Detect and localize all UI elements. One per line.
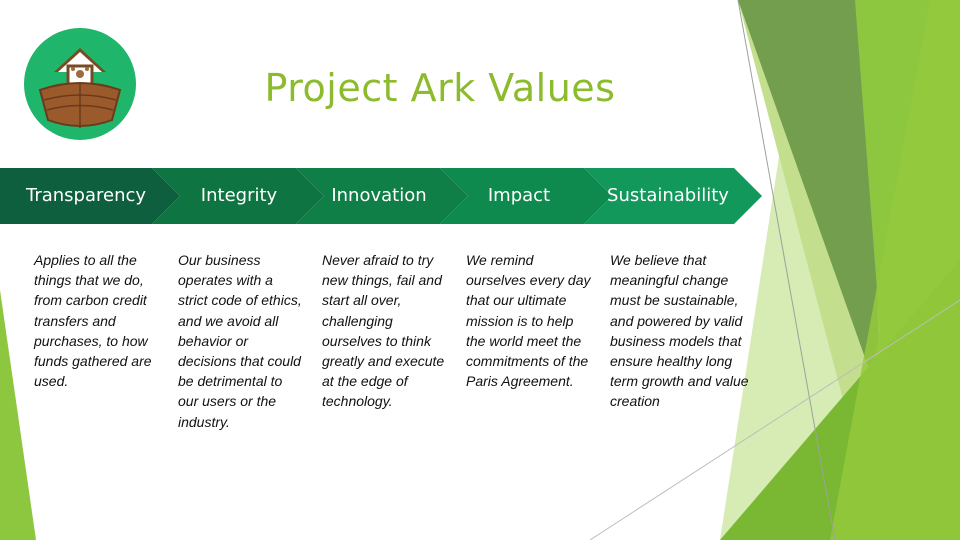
chevron-sustainability [584, 168, 762, 224]
chevron-transparency [0, 168, 180, 224]
values-chevron-banner [0, 168, 762, 224]
ark-logo-icon [24, 28, 136, 140]
value-label-transparency: Transparency [25, 185, 147, 206]
value-description-transparency: Applies to all the things that we do, fr… [34, 252, 152, 390]
right-shape-dark [738, 0, 880, 400]
decor-line-1 [737, 0, 836, 540]
value-label-impact: Impact [487, 185, 551, 206]
value-description-sustainability: We believe that meaningful change must b… [610, 252, 749, 410]
value-label-integrity: Integrity [200, 185, 278, 206]
value-label-sustainability: Sustainability [607, 185, 729, 206]
chevron-innovation [296, 168, 468, 224]
left-green-sliver [0, 290, 36, 540]
decor-line-2 [589, 299, 960, 540]
slide-title: Project Ark Values [264, 66, 616, 110]
value-description-impact: We remind ourselves every day that our u… [466, 252, 591, 390]
chevron-integrity [152, 168, 324, 224]
value-description-innovation: Never afraid to try new things, fail and… [322, 252, 445, 410]
value-description-integrity: Our business operates with a strict code… [178, 252, 302, 430]
chevron-impact [440, 168, 612, 224]
value-label-innovation: Innovation [331, 185, 427, 206]
right-shape-bright [830, 0, 960, 540]
